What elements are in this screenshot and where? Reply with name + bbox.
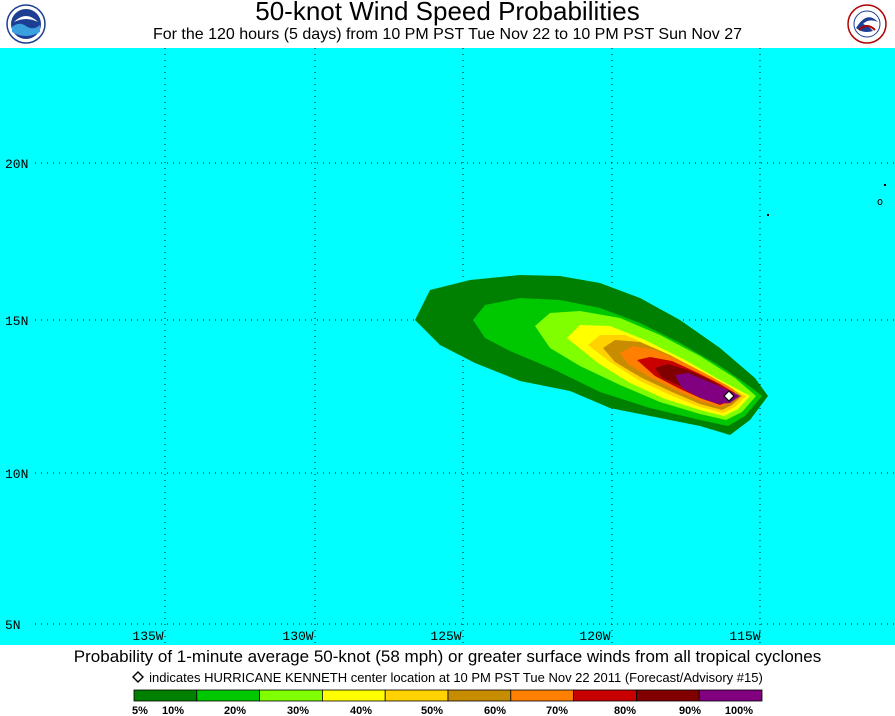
- legend-label: 30%: [287, 705, 309, 716]
- probability-contours: [415, 275, 768, 435]
- legend-swatches: [133, 689, 763, 702]
- lon-label-135w: 135W: [132, 629, 163, 644]
- diamond-marker-icon: [132, 671, 145, 683]
- legend-label: 40%: [350, 705, 372, 716]
- legend-label: 90%: [679, 705, 701, 716]
- legend-label: 100%: [725, 705, 753, 716]
- legend-swatch: [133, 689, 198, 702]
- lat-label-15n: 15N: [5, 314, 28, 329]
- legend-swatch: [196, 689, 261, 702]
- lon-label-130w: 130W: [282, 629, 313, 644]
- island-marker: [877, 199, 883, 205]
- storm-location-text: indicates HURRICANE KENNETH center locat…: [149, 670, 763, 685]
- legend-label: 5%: [132, 705, 148, 716]
- legend-label: 10%: [162, 705, 184, 716]
- legend-swatch: [573, 689, 637, 702]
- island-marker: [884, 184, 886, 186]
- nws-logo-icon: [847, 4, 887, 44]
- legend-label: 50%: [421, 705, 443, 716]
- storm-center-marker: [723, 390, 735, 402]
- lon-label-120w: 120W: [579, 629, 610, 644]
- lat-label-10n: 10N: [5, 467, 28, 482]
- lat-label-5n: 5N: [5, 618, 21, 633]
- lat-label-20n: 20N: [5, 157, 28, 172]
- probability-map: 20N 15N 10N 5N 135W 130W 125W 120W 115W: [0, 48, 895, 645]
- legend-swatch: [636, 689, 700, 702]
- legend-swatch: [259, 689, 323, 702]
- storm-location-note: indicates HURRICANE KENNETH center locat…: [0, 670, 895, 685]
- legend-label: 70%: [546, 705, 568, 716]
- legend-swatch: [321, 689, 386, 702]
- legend-swatch: [510, 689, 574, 702]
- legend-swatch: [447, 689, 512, 702]
- probability-description: Probability of 1-minute average 50-knot …: [73, 647, 822, 666]
- noaa-logo-icon: [6, 4, 46, 44]
- legend-label: 60%: [484, 705, 506, 716]
- lon-label-115w: 115W: [729, 629, 760, 644]
- legend-label: 20%: [224, 705, 246, 716]
- legend-label: 80%: [614, 705, 636, 716]
- legend-swatch: [698, 689, 763, 702]
- probability-legend: 5% 10% 20% 30% 40% 50% 60% 70% 80% 90% 1…: [132, 689, 763, 716]
- page-subtitle: For the 120 hours (5 days) from 10 PM PS…: [152, 26, 743, 43]
- legend-swatch: [384, 689, 449, 702]
- lon-label-125w: 125W: [430, 629, 461, 644]
- page-title: 50-knot Wind Speed Probabilities: [255, 0, 640, 26]
- island-marker: [767, 214, 769, 216]
